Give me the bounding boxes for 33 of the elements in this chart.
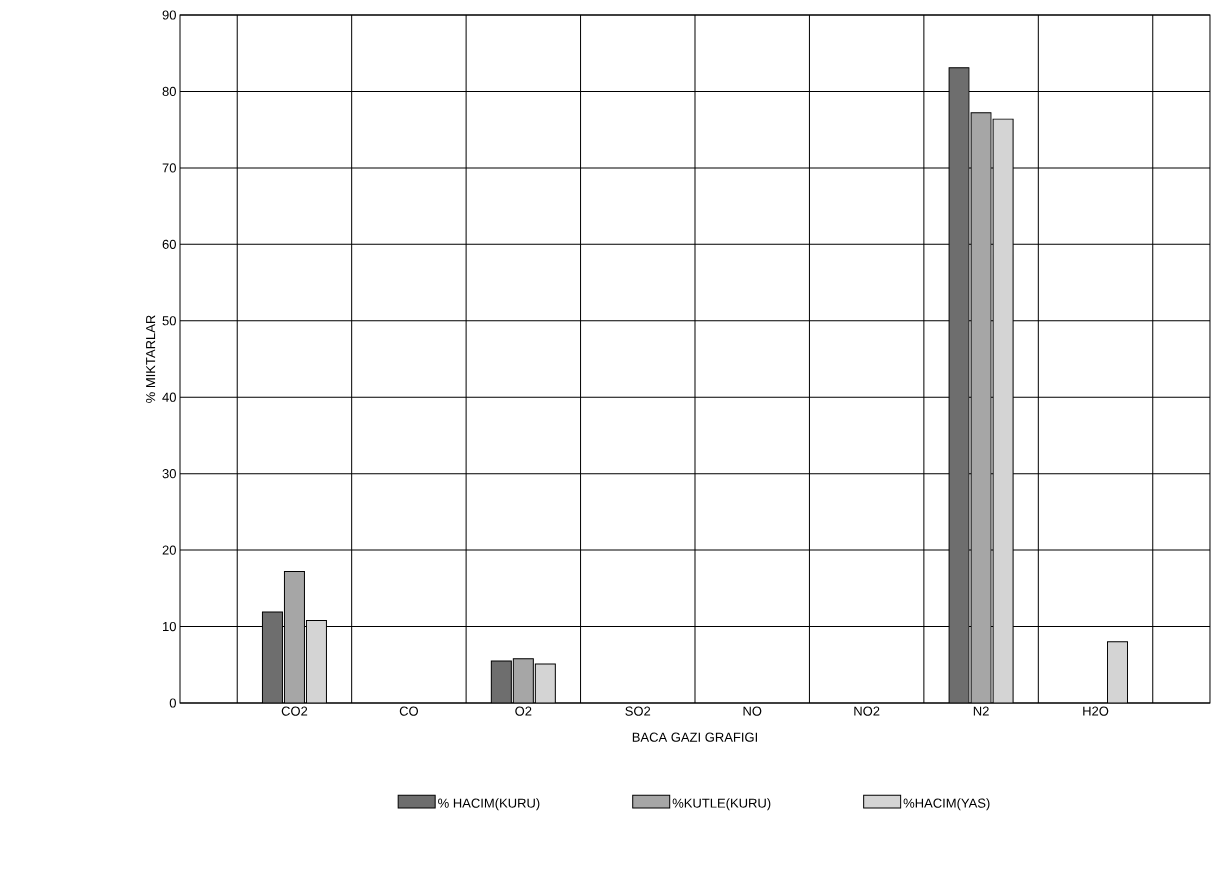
x-tick-label: NO xyxy=(743,706,762,716)
y-tick-label: 80 xyxy=(162,86,176,97)
bar xyxy=(490,660,512,703)
x-tick-label: CO xyxy=(399,706,419,716)
y-tick-label: 70 xyxy=(162,163,176,173)
legend-label: % HACIM(KURU) xyxy=(438,798,540,811)
bar xyxy=(992,118,1014,703)
y-tick-label: 0 xyxy=(169,698,176,708)
y-tick-label: 50 xyxy=(162,316,176,326)
legend-label: %KUTLE(KURU) xyxy=(672,798,771,811)
y-tick-label: 40 xyxy=(162,392,176,402)
x-tick-label: H2O xyxy=(1083,706,1109,716)
y-tick-label: 90 xyxy=(162,10,176,20)
bar xyxy=(283,571,305,703)
y-tick-label: 20 xyxy=(162,545,176,555)
x-tick-label: SO2 xyxy=(625,706,651,716)
bar xyxy=(512,658,534,703)
bar xyxy=(305,619,327,703)
bar xyxy=(534,663,556,703)
bar xyxy=(948,67,970,703)
bar xyxy=(261,611,283,703)
x-tick-label: NO2 xyxy=(854,706,880,716)
y-axis-title: % MIKTARLAR xyxy=(146,315,156,403)
x-tick-label: O2 xyxy=(515,706,532,716)
x-tick-label: N2 xyxy=(973,706,989,716)
x-tick-label: CO2 xyxy=(281,706,308,716)
x-axis-title: BACA GAZI GRAFIGI xyxy=(632,732,757,742)
y-tick-label: 60 xyxy=(162,239,176,249)
y-tick-label: 10 xyxy=(163,621,176,632)
bar xyxy=(970,112,992,703)
y-tick-label: 30 xyxy=(162,469,176,479)
legend-label: %HACIM(YAS) xyxy=(903,798,990,811)
bar xyxy=(1107,641,1129,703)
